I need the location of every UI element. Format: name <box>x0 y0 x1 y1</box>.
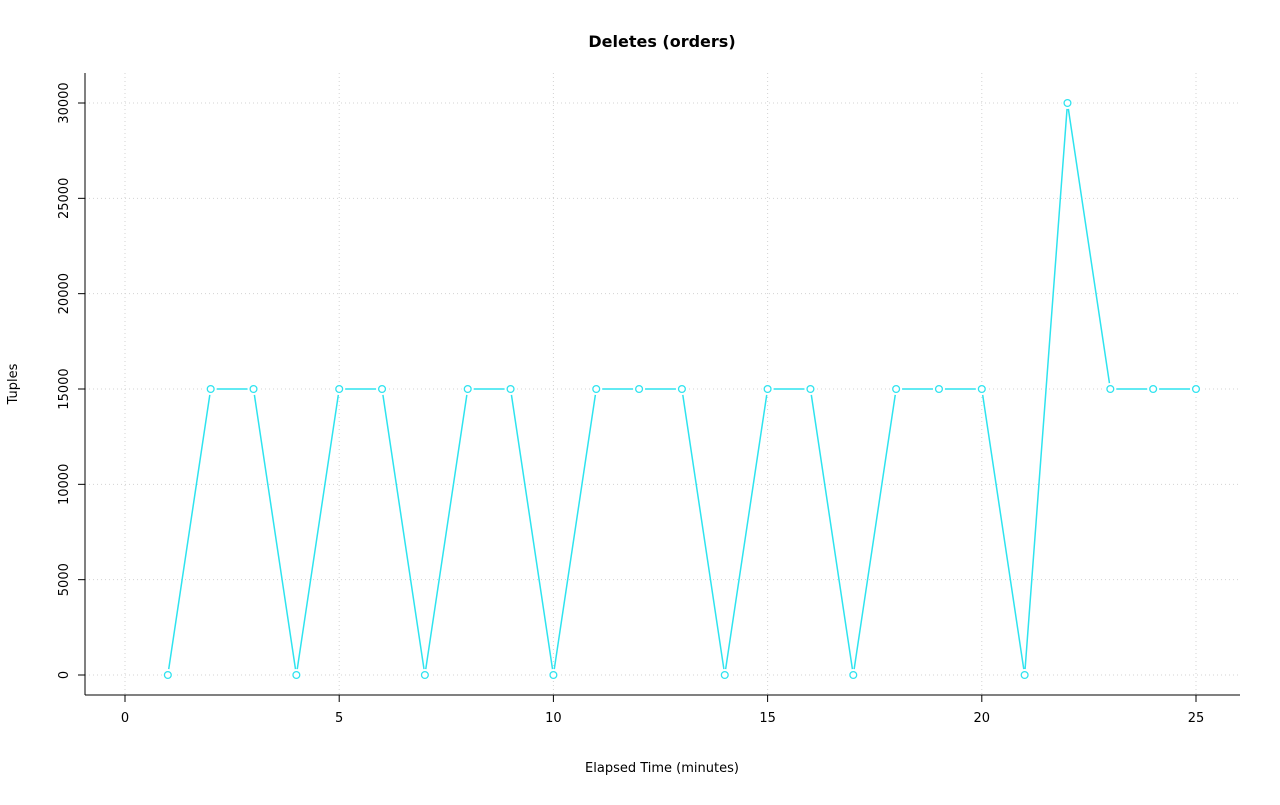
data-point <box>849 670 858 680</box>
data-point <box>1191 384 1201 394</box>
data-point <box>892 384 901 394</box>
series-layer <box>161 97 1202 681</box>
data-point <box>720 670 729 680</box>
data-point <box>1020 670 1029 680</box>
x-axis-label: Elapsed Time (minutes) <box>585 761 739 776</box>
data-point <box>635 384 644 394</box>
y-tick-label: 5000 <box>57 563 72 596</box>
chart-title: Deletes (orders) <box>588 32 735 51</box>
data-point <box>292 670 301 680</box>
axes-layer: 0 5 10 15 20 25 0 5000 10000 15000 20000 25000 30000 <box>57 73 1240 726</box>
data-point <box>420 670 429 680</box>
data-point <box>335 384 344 394</box>
x-tick-label: 20 <box>974 711 991 726</box>
data-point <box>206 384 215 394</box>
x-tick-label: 15 <box>759 711 776 726</box>
data-point <box>1106 384 1115 394</box>
x-tick-label: 25 <box>1188 711 1205 726</box>
data-point <box>763 384 772 394</box>
grid-layer <box>85 73 1240 695</box>
data-point <box>506 384 515 394</box>
y-tick-label: 0 <box>57 671 72 679</box>
data-point <box>677 384 686 394</box>
data-point <box>806 384 815 394</box>
data-point <box>1063 98 1072 108</box>
y-tick-label: 10000 <box>57 464 72 505</box>
data-point <box>934 384 944 394</box>
y-tick-label: 15000 <box>57 368 72 409</box>
data-point <box>977 384 986 394</box>
y-axis-label: Tuples <box>6 363 21 405</box>
y-tick-label: 20000 <box>57 273 72 314</box>
data-point <box>592 384 601 394</box>
data-point <box>249 384 258 394</box>
data-point <box>377 384 387 394</box>
data-point <box>163 670 172 680</box>
y-tick-label: 30000 <box>57 82 72 123</box>
data-point <box>1149 384 1158 394</box>
x-tick-label: 5 <box>335 711 343 726</box>
x-tick-label: 10 <box>545 711 562 726</box>
data-point <box>549 670 558 680</box>
x-tick-label: 0 <box>121 711 129 726</box>
data-point <box>463 384 472 394</box>
y-tick-label: 25000 <box>57 178 72 219</box>
